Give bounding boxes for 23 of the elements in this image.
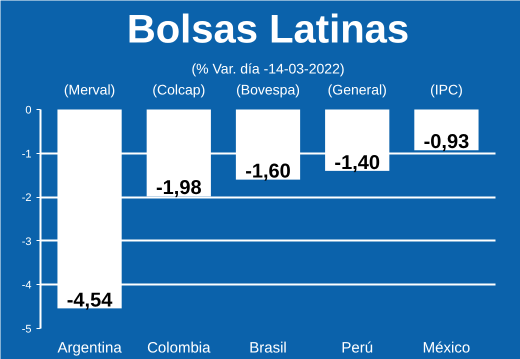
text: (Colcap)	[152, 82, 206, 98]
x-tick-label: Perú	[341, 340, 374, 356]
x-tick-label: Argentina	[57, 340, 122, 356]
y-tick-label: -2	[22, 192, 32, 204]
data-label: -1,98	[156, 177, 202, 200]
y-tick-label: -1	[22, 148, 32, 160]
data-label: -1,60	[245, 160, 291, 183]
chart-title: Bolsas Latinas	[126, 8, 410, 52]
text: (General)	[328, 82, 387, 98]
x-tick-label: Colombia	[147, 340, 212, 356]
y-tick-label: -5	[22, 324, 32, 336]
y-tick-label: -3	[22, 236, 32, 248]
x-tick-label: México	[422, 340, 470, 356]
data-label: -1,40	[334, 152, 380, 174]
text: (Bovespa)	[236, 82, 300, 98]
x-tick-label: Brasil	[249, 340, 287, 356]
text: (IPC)	[430, 82, 463, 98]
data-label: -0,93	[424, 131, 470, 154]
data-label: -4,54	[66, 289, 114, 312]
y-tick-label: -4	[22, 280, 32, 292]
chart-subtitle: (% Var. día -14-03-2022)	[191, 60, 345, 76]
text: (Merval)	[64, 82, 116, 98]
y-tick-label: 0	[25, 104, 32, 116]
